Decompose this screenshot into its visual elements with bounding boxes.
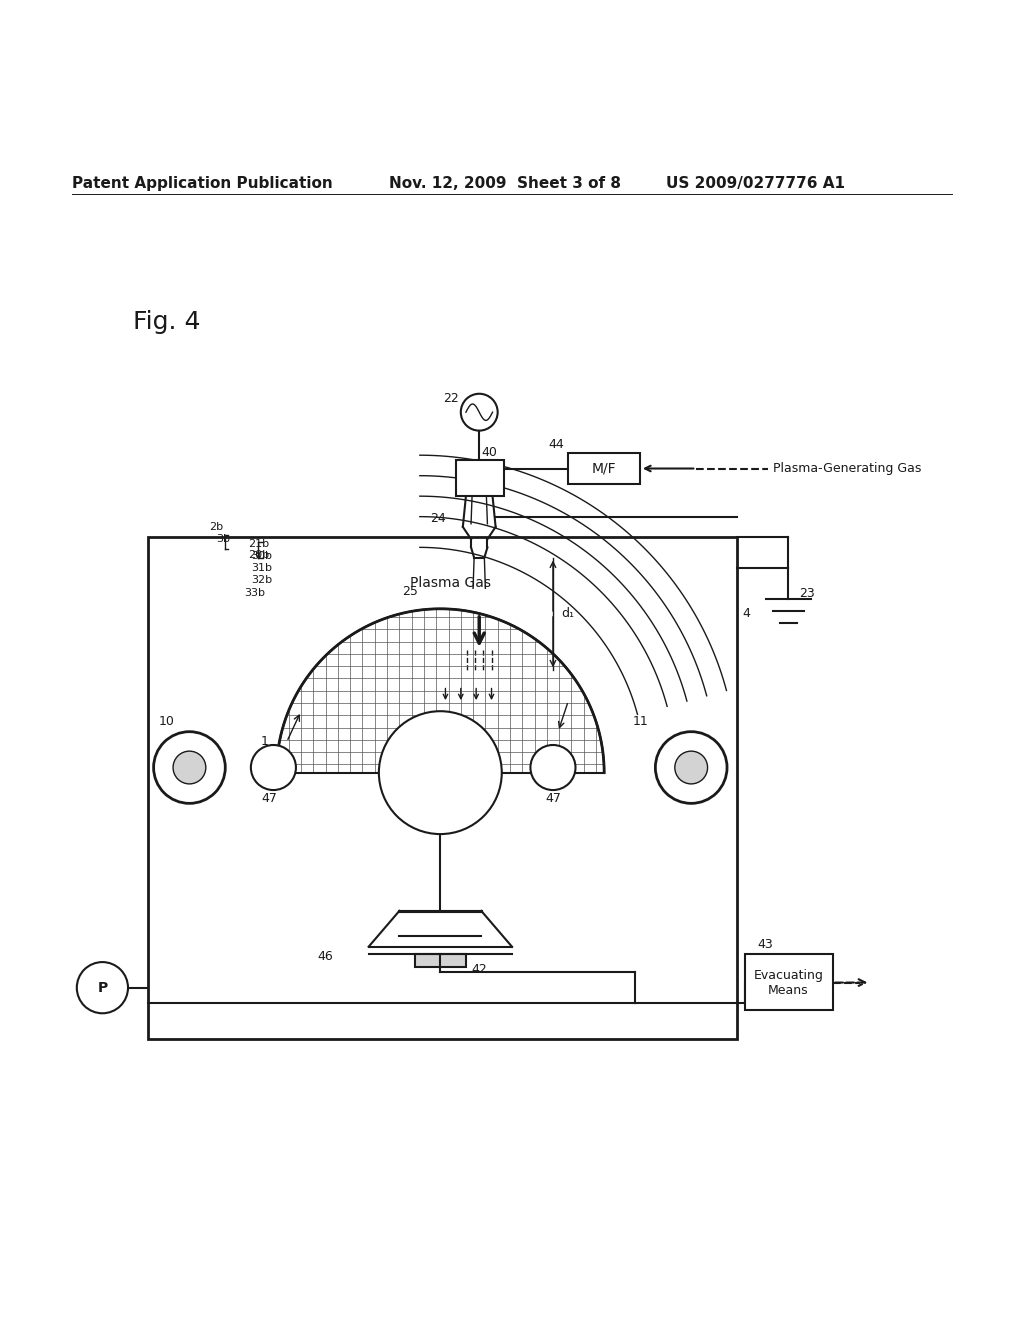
Text: 31b: 31b — [251, 562, 272, 573]
Text: 4: 4 — [742, 607, 751, 620]
Text: 44: 44 — [549, 438, 564, 451]
Text: 24: 24 — [430, 512, 445, 525]
Text: 30b: 30b — [251, 550, 272, 561]
Text: 20b: 20b — [248, 549, 269, 560]
Text: 40: 40 — [481, 446, 498, 458]
Circle shape — [530, 744, 575, 791]
Text: 10: 10 — [159, 715, 175, 727]
Text: Plasma-Generating Gas: Plasma-Generating Gas — [773, 462, 922, 475]
Text: 2b: 2b — [209, 521, 223, 532]
Text: 25: 25 — [401, 585, 418, 598]
Circle shape — [251, 744, 296, 791]
Circle shape — [655, 731, 727, 804]
Text: US 2009/0277776 A1: US 2009/0277776 A1 — [666, 177, 845, 191]
Circle shape — [173, 751, 206, 784]
FancyBboxPatch shape — [745, 954, 833, 1010]
Text: 11: 11 — [633, 715, 648, 727]
FancyBboxPatch shape — [568, 453, 640, 484]
Text: Fig. 4: Fig. 4 — [133, 310, 201, 334]
Circle shape — [154, 731, 225, 804]
Text: Plasma Gas: Plasma Gas — [410, 577, 490, 590]
Text: 32b: 32b — [251, 576, 272, 585]
Bar — [148, 537, 737, 1039]
Text: M/F: M/F — [592, 462, 616, 475]
Text: 43: 43 — [758, 939, 773, 952]
Text: 47: 47 — [261, 792, 278, 805]
Text: 3b: 3b — [216, 535, 230, 544]
Text: Patent Application Publication: Patent Application Publication — [72, 177, 333, 191]
Text: P: P — [97, 981, 108, 995]
Circle shape — [675, 751, 708, 784]
Text: 21b: 21b — [248, 540, 269, 549]
Text: 33b: 33b — [244, 589, 265, 598]
Text: 1: 1 — [260, 735, 268, 748]
Text: Evacuating
Means: Evacuating Means — [754, 969, 823, 997]
Text: 23: 23 — [799, 587, 814, 599]
Text: 22: 22 — [443, 392, 459, 405]
Bar — [415, 954, 466, 968]
Text: 47: 47 — [545, 792, 561, 805]
Text: Nov. 12, 2009  Sheet 3 of 8: Nov. 12, 2009 Sheet 3 of 8 — [389, 177, 622, 191]
Text: 46: 46 — [317, 950, 333, 964]
Circle shape — [379, 711, 502, 834]
Circle shape — [77, 962, 128, 1014]
Text: d₁: d₁ — [561, 607, 574, 620]
Text: 42: 42 — [471, 962, 486, 975]
Bar — [456, 461, 504, 496]
